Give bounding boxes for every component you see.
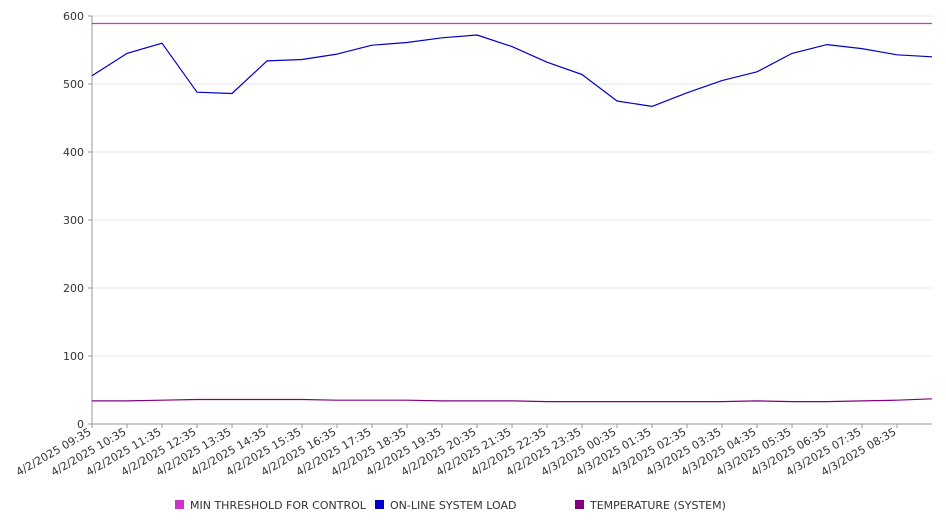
legend-item: TEMPERATURE (SYSTEM) — [575, 499, 726, 512]
series-line-3 — [92, 398, 933, 403]
series-layer — [91, 22, 933, 403]
y-tick-label: 600 — [63, 10, 84, 23]
legend: MIN THRESHOLD FOR CONTROL ON-LINE SYSTEM … — [175, 499, 726, 512]
legend-label: MIN THRESHOLD FOR CONTROL — [190, 499, 367, 512]
legend-swatch — [175, 500, 184, 509]
y-tick-label: 300 — [63, 214, 84, 227]
y-tick-label: 200 — [63, 282, 84, 295]
grid-layer — [92, 15, 932, 357]
series-line-2 — [91, 34, 933, 108]
y-tick-label: 400 — [63, 146, 84, 159]
y-tick-label: 0 — [77, 418, 84, 431]
y-tick-label: 100 — [63, 350, 84, 363]
legend-swatch — [375, 500, 384, 509]
legend-swatch — [575, 500, 584, 509]
y-tick-label: 500 — [63, 78, 84, 91]
legend-item: MIN THRESHOLD FOR CONTROL — [175, 499, 367, 512]
legend-label: TEMPERATURE (SYSTEM) — [589, 499, 726, 512]
legend-label: ON-LINE SYSTEM LOAD — [390, 499, 516, 512]
legend-item: ON-LINE SYSTEM LOAD — [375, 499, 516, 512]
